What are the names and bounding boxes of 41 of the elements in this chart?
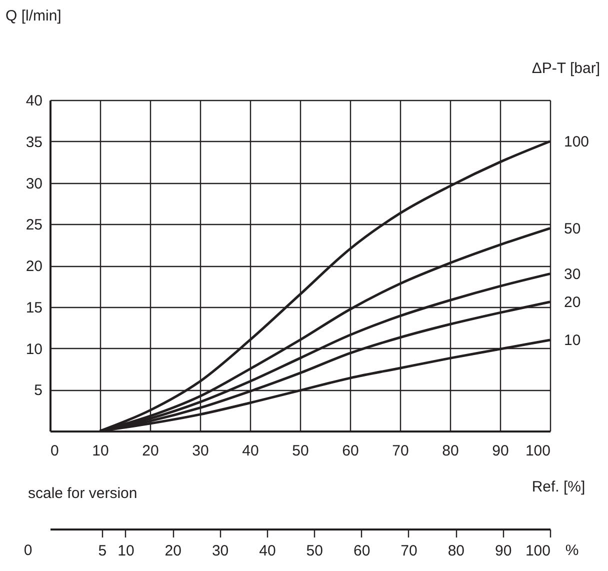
- x2-tick-label: 50: [306, 542, 323, 560]
- y-tick-label: 20: [26, 258, 42, 275]
- x-tick-label: 0: [50, 442, 59, 460]
- x2-tick-label: 70: [400, 542, 418, 560]
- x2-tick-label: 5: [98, 542, 107, 560]
- y-tick-label: 15: [26, 299, 42, 316]
- y-tick-label: 30: [26, 175, 42, 192]
- y-axis-title: Q [l/min]: [6, 8, 62, 24]
- legend-title: ΔP-T [bar]: [532, 60, 600, 77]
- y-tick-label: 10: [26, 340, 42, 358]
- x2-tick-label: 40: [259, 542, 276, 560]
- y-tick-label: 35: [26, 134, 42, 151]
- x-tick-label: 60: [342, 442, 359, 460]
- x-tick-label: 30: [192, 442, 209, 460]
- x-tick-label: 70: [392, 442, 409, 460]
- x-axis-title: Ref. [%]: [532, 478, 586, 496]
- series-label: 10: [564, 332, 581, 349]
- y-tick-label: 5: [34, 382, 42, 400]
- x2-tick-label: 30: [212, 542, 229, 560]
- series-label: 50: [564, 220, 581, 238]
- x-tick-label: 80: [442, 442, 459, 460]
- text: 0: [24, 542, 32, 559]
- x-tick-label: 50: [292, 442, 309, 460]
- text: %: [565, 542, 579, 559]
- x2-tick-label: 100: [525, 542, 550, 560]
- x2-axis-title: scale for version: [28, 485, 138, 502]
- x-tick-label: 20: [142, 442, 159, 460]
- y-tick-label: 25: [26, 216, 42, 234]
- x-tick-label: 90: [492, 442, 509, 460]
- y-tick-label: 40: [26, 92, 42, 110]
- x-tick-label: 100: [525, 442, 550, 460]
- x2-tick-label: 10: [118, 542, 134, 560]
- x2-tick-label: 90: [494, 542, 512, 560]
- series-label: 30: [564, 266, 581, 283]
- x-tick-label: 40: [242, 442, 259, 460]
- series-label: 100: [564, 133, 590, 150]
- series-label: 20: [564, 294, 581, 311]
- x-tick-label: 10: [92, 442, 109, 460]
- x2-tick-label: 80: [448, 542, 465, 560]
- x2-tick-label: 60: [353, 542, 370, 560]
- x2-tick-label: 20: [164, 542, 182, 560]
